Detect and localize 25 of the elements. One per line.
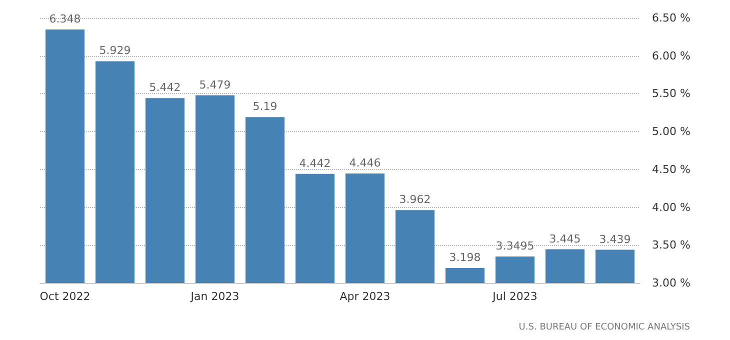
data-label: 3.198 [449, 251, 481, 264]
y-tick-label: 6.00 % [652, 49, 690, 62]
x-tick-label: Jan 2023 [190, 290, 240, 303]
data-label: 5.929 [99, 44, 131, 58]
data-label: 3.962 [399, 193, 431, 206]
data-label: 4.442 [299, 156, 331, 170]
data-label: 3.3495 [496, 240, 534, 253]
y-tick-label: 6.50 % [652, 12, 690, 24]
y-tick-label: 4.50 % [652, 162, 690, 176]
data-label: 3.445 [549, 232, 581, 246]
y-tick-label: 5.50 % [652, 87, 690, 100]
data-label: 3.439 [599, 232, 631, 246]
y-tick-label: 3.00 % [652, 276, 690, 290]
x-tick-label: Apr 2023 [340, 290, 390, 303]
y-tick-label: 3.50 % [652, 238, 690, 252]
x-tick-label: Oct 2022 [40, 290, 90, 303]
data-label: 5.479 [199, 78, 231, 92]
data-label: 4.446 [349, 156, 381, 170]
y-tick-label: 4.00 % [652, 200, 690, 214]
data-label: 6.348 [49, 12, 81, 26]
data-label: 5.442 [149, 81, 181, 94]
x-tick-label: Jul 2023 [492, 290, 538, 303]
data-label: 5.19 [252, 100, 278, 114]
y-tick-label: 5.00 % [652, 125, 690, 138]
text: U.S. BUREAU OF ECONOMIC ANALYSIS [518, 322, 690, 332]
